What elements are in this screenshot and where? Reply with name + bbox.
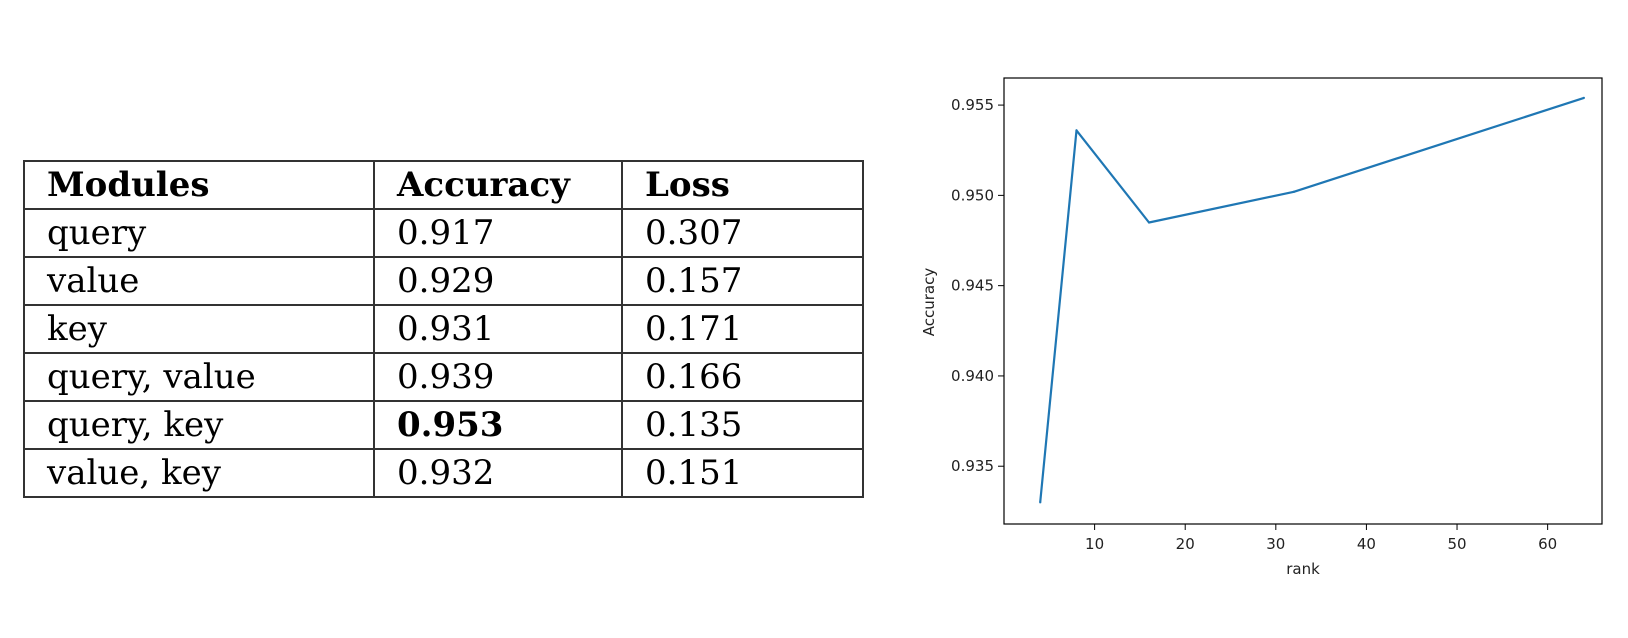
data-point <box>1582 96 1585 99</box>
y-tick-label: 0.945 <box>951 277 994 295</box>
table-row: value, key 0.932 0.151 <box>23 448 864 498</box>
header-loss: Loss <box>621 160 864 210</box>
modules-cell: value <box>23 256 375 306</box>
series-line <box>1039 96 1585 503</box>
table-body: query 0.917 0.307 value 0.929 0.157 key 0.931 0.… <box>23 208 864 498</box>
loss-cell: 0.307 <box>621 208 864 258</box>
modules-cell: query <box>23 208 375 258</box>
loss-cell: 0.166 <box>621 352 864 402</box>
y-tick-label: 0.935 <box>951 457 994 475</box>
header-accuracy: Accuracy <box>373 160 623 210</box>
results-table: Modules Accuracy Loss query 0.917 0.307 val… <box>23 160 864 498</box>
plot-area-frame <box>1003 77 1603 525</box>
x-tick-label: 40 <box>1357 535 1376 553</box>
table-header-row: Modules Accuracy Loss <box>23 160 864 210</box>
x-tick-label: 20 <box>1176 535 1195 553</box>
loss-cell: 0.171 <box>621 304 864 354</box>
data-point <box>1039 501 1042 504</box>
data-point <box>1292 190 1296 193</box>
table-row: query, value 0.939 0.166 <box>23 352 864 402</box>
header-modules: Modules <box>23 160 375 210</box>
table-row: key 0.931 0.171 <box>23 304 864 354</box>
modules-cell: query, value <box>23 352 375 402</box>
modules-cell: value, key <box>23 448 375 498</box>
accuracy-cell: 0.953 <box>373 400 623 450</box>
modules-cell: query, key <box>23 400 375 450</box>
table-row: query, key 0.953 0.135 <box>23 400 864 450</box>
x-tick-label: 30 <box>1266 535 1285 553</box>
x-tick-label: 60 <box>1538 535 1557 553</box>
accuracy-cell: 0.939 <box>373 352 623 402</box>
y-tick-label: 0.955 <box>951 96 994 114</box>
y-tick-label: 0.940 <box>951 367 994 385</box>
x-tick-label: 10 <box>1085 535 1104 553</box>
y-tick-label: 0.950 <box>951 186 994 204</box>
loss-cell: 0.135 <box>621 400 864 450</box>
table-row: value 0.929 0.157 <box>23 256 864 306</box>
x-axis-label: rank <box>1286 560 1320 578</box>
accuracy-cell: 0.929 <box>373 256 623 306</box>
x-axis-ticks: 10 20 30 40 50 60 <box>1085 524 1557 553</box>
x-tick-label: 50 <box>1447 535 1466 553</box>
accuracy-cell: 0.931 <box>373 304 623 354</box>
series-group <box>1039 96 1585 504</box>
accuracy-cell: 0.917 <box>373 208 623 258</box>
modules-cell: key <box>23 304 375 354</box>
data-point <box>1147 221 1151 224</box>
table-row: query 0.917 0.307 <box>23 208 864 258</box>
loss-cell: 0.157 <box>621 256 864 306</box>
data-point <box>1075 129 1078 132</box>
loss-cell: 0.151 <box>621 448 864 498</box>
accuracy-cell: 0.932 <box>373 448 623 498</box>
y-axis-ticks: 0.935 0.940 0.945 0.950 0.955 <box>951 96 1004 475</box>
y-axis-label: Accuracy <box>920 268 938 337</box>
